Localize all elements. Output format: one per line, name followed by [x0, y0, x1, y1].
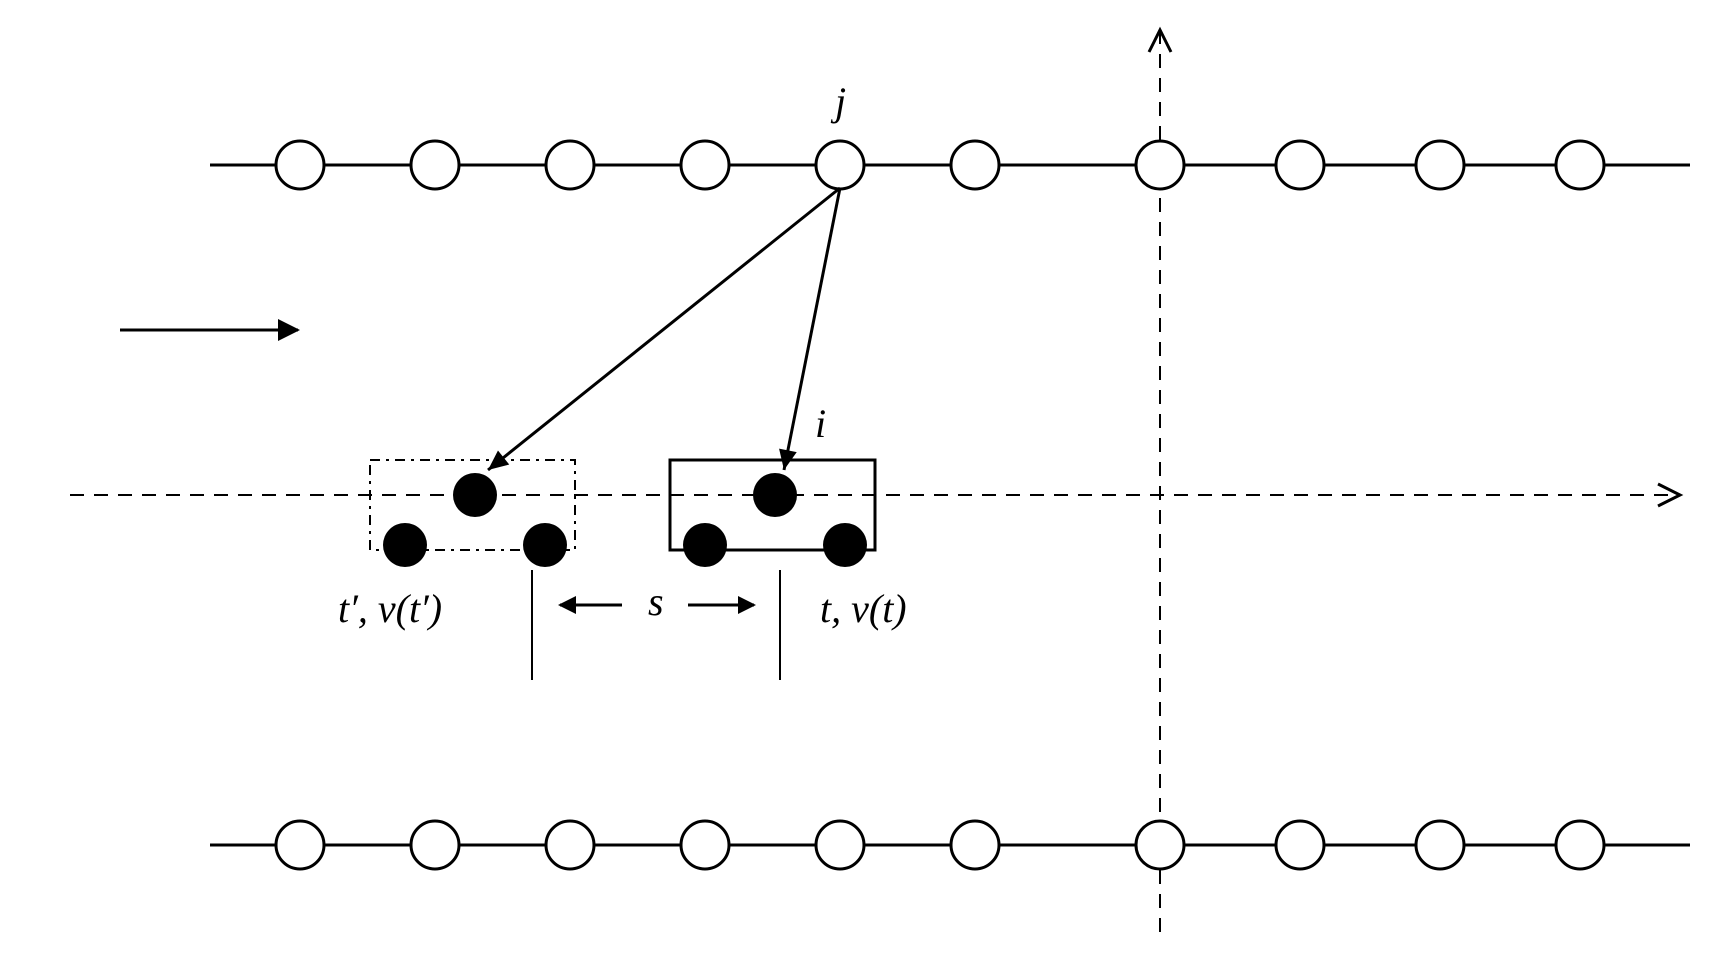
row-bottom-atom-4	[816, 821, 864, 869]
s-arrow-left-head	[558, 596, 576, 614]
box-curr-dot-2	[823, 523, 867, 567]
row-top-atom-4	[816, 141, 864, 189]
label-i: i	[815, 400, 826, 447]
box-prev-dot-1	[383, 523, 427, 567]
row-top-atom-6	[1136, 141, 1184, 189]
row-bottom-atom-7	[1276, 821, 1324, 869]
box-prev-dot-0	[453, 473, 497, 517]
row-bottom-atom-2	[546, 821, 594, 869]
row-bottom-atom-0	[276, 821, 324, 869]
row-top-atom-3	[681, 141, 729, 189]
box-curr-dot-0	[753, 473, 797, 517]
arrow-j-to-prev-head	[488, 450, 509, 470]
label-s: s	[648, 578, 664, 625]
row-bottom-atom-9	[1556, 821, 1604, 869]
s-arrow-right-head	[738, 596, 756, 614]
row-bottom-atom-8	[1416, 821, 1464, 869]
row-bottom-atom-3	[681, 821, 729, 869]
row-top-atom-7	[1276, 141, 1324, 189]
label-tp-vtp: t′, v(t′)	[338, 585, 442, 632]
row-top-atom-1	[411, 141, 459, 189]
label-t-vt: t, v(t)	[820, 585, 907, 632]
row-top-atom-2	[546, 141, 594, 189]
row-top-atom-9	[1556, 141, 1604, 189]
row-top-atom-0	[276, 141, 324, 189]
row-top-atom-5	[951, 141, 999, 189]
box-curr-dot-1	[683, 523, 727, 567]
label-j: j	[835, 78, 846, 125]
row-bottom-atom-5	[951, 821, 999, 869]
diagram-canvas	[0, 0, 1718, 958]
arrow-j-to-prev-shaft	[488, 188, 840, 470]
box-prev-dot-2	[523, 523, 567, 567]
row-top-atom-8	[1416, 141, 1464, 189]
flow-arrow-head	[278, 319, 300, 341]
arrow-j-to-curr-shaft	[784, 188, 840, 470]
row-bottom-atom-6	[1136, 821, 1184, 869]
row-bottom-atom-1	[411, 821, 459, 869]
